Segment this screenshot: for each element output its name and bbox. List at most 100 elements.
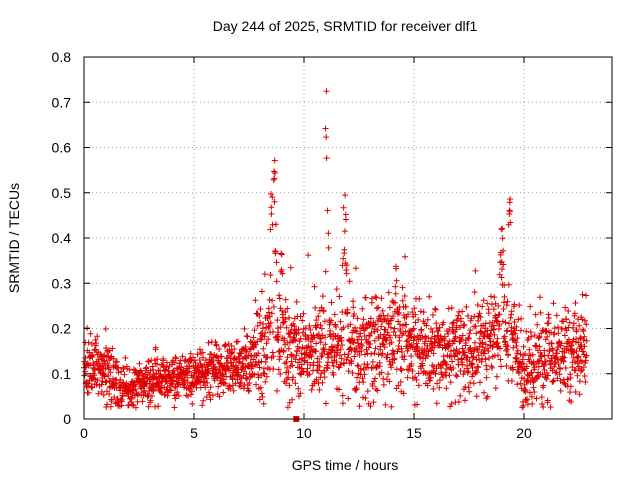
data-point [574,360,581,367]
data-point [510,344,517,351]
data-point [236,358,243,365]
data-point [488,301,495,308]
data-point [197,378,204,385]
data-point [114,396,121,403]
data-point [497,345,504,352]
y-tick-label: 0.2 [52,321,72,337]
data-point [401,253,408,260]
data-point [459,345,466,352]
data-point [368,330,375,337]
data-point [371,350,378,357]
data-point [445,342,452,349]
data-point [338,337,345,344]
data-point [273,259,280,266]
data-point [524,377,531,384]
data-point [121,371,128,378]
data-point [318,370,325,377]
data-point [174,389,181,396]
data-point [367,403,374,410]
data-point [412,311,419,318]
data-point [573,348,580,355]
data-point [262,329,269,336]
data-point [270,365,277,372]
data-point [317,335,324,342]
data-point [451,352,458,359]
data-point [494,339,501,346]
data-point [410,325,417,332]
data-point [473,369,480,376]
data-point [269,349,276,356]
data-point [521,381,528,388]
data-point [237,383,244,390]
data-point [213,341,220,348]
data-point [562,304,569,311]
data-point [566,389,573,396]
data-point [260,345,267,352]
data-point [443,365,450,372]
data-point [297,335,304,342]
data-point [543,375,550,382]
data-point [576,378,583,385]
data-point [286,339,293,346]
data-point [480,297,487,304]
data-point [340,324,347,331]
data-point [380,341,387,348]
data-point [200,397,207,404]
data-point [540,403,547,410]
data-point [527,303,534,310]
data-point [535,358,542,365]
data-point [273,221,280,228]
data-point [270,303,277,310]
data-point [371,337,378,344]
data-point [543,369,550,376]
data-point [447,379,454,386]
data-point [396,337,403,344]
data-point [333,358,340,365]
data-point [528,333,535,340]
data-point [409,367,416,374]
data-point [479,303,486,310]
data-point [461,349,468,356]
data-point [477,379,483,386]
data-point [400,390,407,397]
data-point [472,323,479,330]
data-point [215,383,222,390]
data-point [371,328,378,335]
data-point [146,372,153,379]
data-point [284,354,291,361]
data-point [324,207,331,214]
data-point [481,350,488,357]
data-point [523,328,530,335]
data-point [284,305,291,312]
data-point [148,393,155,400]
data-point [426,377,433,384]
data-point [388,315,395,322]
data-point [445,305,452,312]
data-point [92,346,99,353]
data-point [532,311,539,318]
data-point [298,361,305,368]
data-point [570,320,577,327]
data-point [227,385,234,392]
data-point [419,334,426,341]
data-point [442,361,449,368]
data-point [339,341,346,348]
data-point [369,358,376,365]
data-point [428,347,435,354]
data-point [149,386,156,393]
data-point [578,358,585,365]
data-point [275,329,282,336]
data-point [511,301,518,308]
data-point [517,380,524,387]
data-point [415,382,422,389]
data-point [343,216,350,223]
x-tick-label: 20 [516,425,532,441]
data-point [232,380,239,387]
data-point [495,352,502,359]
data-point [286,382,293,389]
data-point [253,381,260,388]
data-point [417,354,424,361]
data-point [273,278,280,285]
data-point [526,389,533,396]
